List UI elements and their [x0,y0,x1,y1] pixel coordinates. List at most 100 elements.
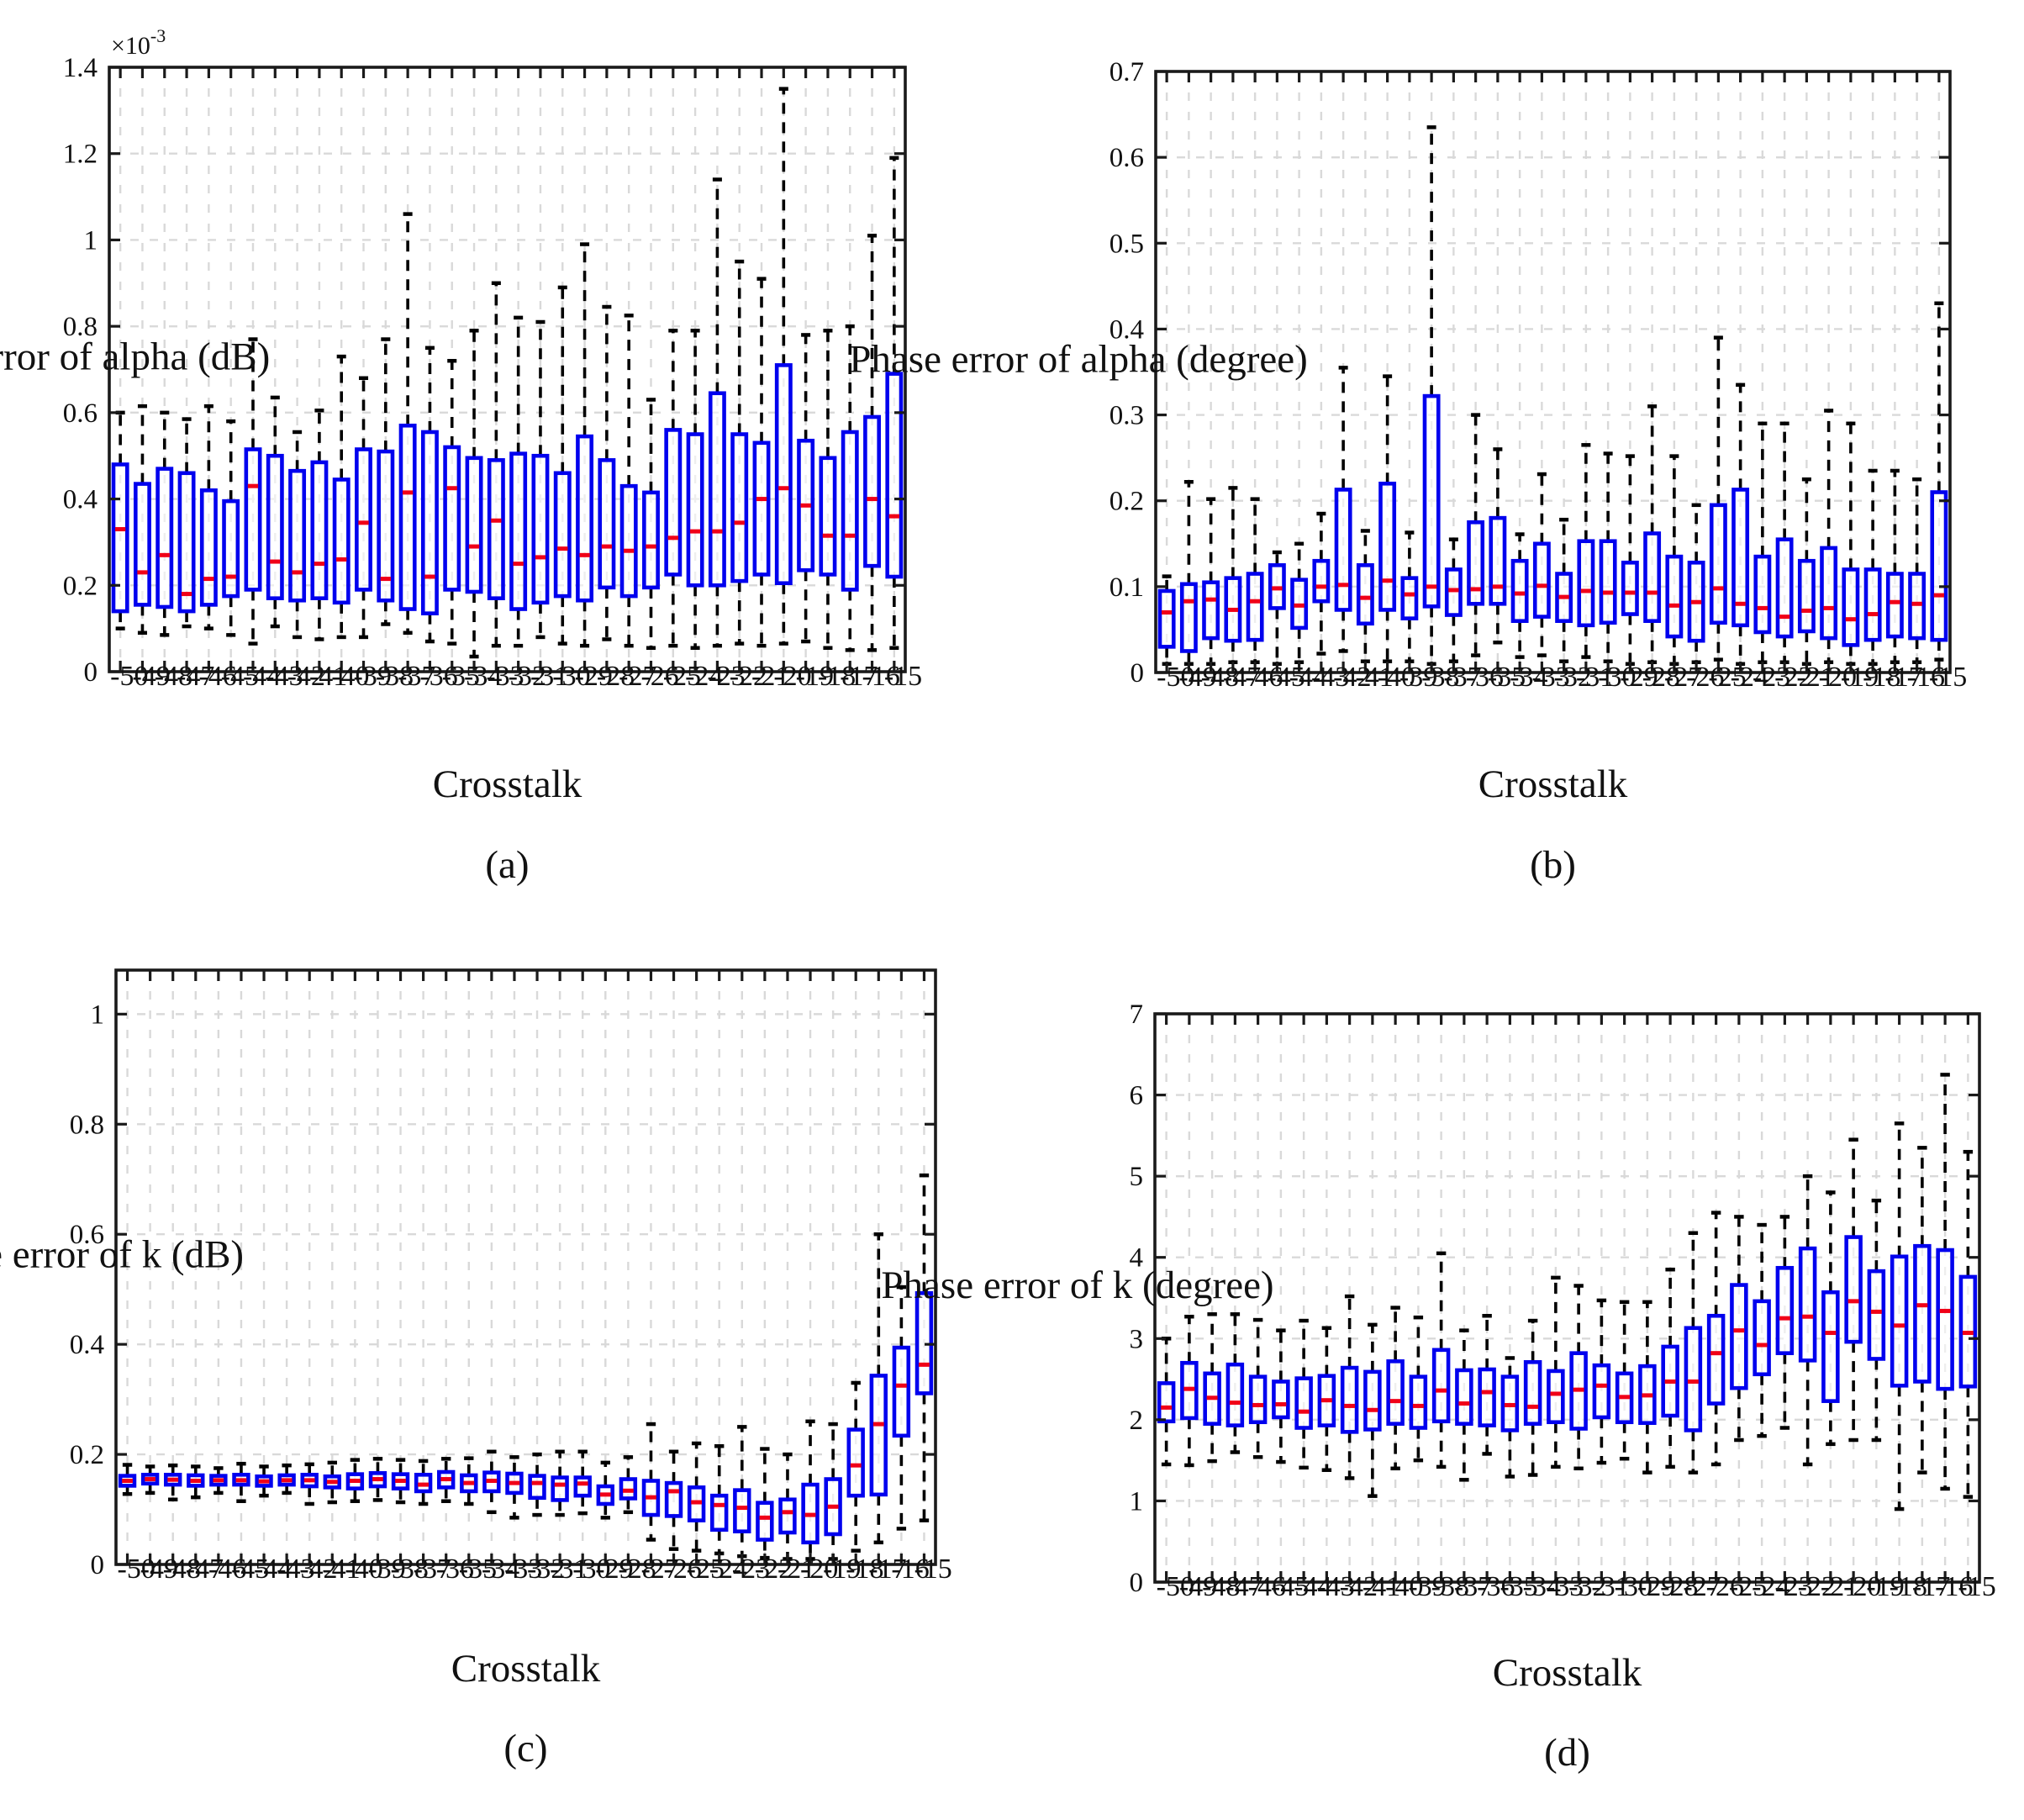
box-c--18 [846,1380,865,1553]
x-tick-label: -41 [309,661,347,692]
iqr-box [465,456,483,594]
iqr-box [1592,1363,1611,1420]
box-a--30 [553,285,572,646]
gridlines [1157,1012,1978,1580]
x-tick-label: -42 [287,661,325,692]
x-tick-label: -50 [1157,1571,1194,1602]
iqr-box [1908,572,1926,641]
iqr-box [420,430,439,615]
iqr-box [1665,554,1684,639]
box-b--17 [1885,468,1904,664]
iqr-box [642,490,660,590]
box-a--27 [619,314,638,648]
box-d--27 [1684,1231,1703,1474]
x-tick-label: -21 [777,1554,815,1585]
iqr-box [778,1497,797,1535]
y-axis-label: Amplitude error of alpha (dB) [0,335,270,379]
x-tick-label: -39 [1408,1571,1446,1602]
iqr-box [1867,1269,1886,1361]
x-tick-label: -50 [1157,662,1194,693]
x-tick-label: -49 [1179,1571,1217,1602]
box-b--49 [1179,479,1198,667]
iqr-box [1890,1254,1909,1388]
iqr-box [733,1488,751,1534]
x-tick-label: -37 [398,661,435,692]
iqr-box [398,423,417,611]
y-tick-label: 0.4 [1110,314,1144,345]
x-tick-label: -34 [1510,662,1547,693]
box-a--44 [244,337,262,646]
x-tick-label: -46 [208,1554,246,1585]
x-tick-label: -39 [367,1554,405,1585]
x-tick-label: -30 [552,661,590,692]
box-a--39 [355,376,372,640]
iqr-box [752,440,771,577]
box-a--50 [111,410,129,630]
x-tick-label: -34 [1523,1571,1561,1602]
x-tick-label: -40 [1378,662,1415,693]
box-b--26 [1687,503,1705,664]
x-tick-label: -17 [868,1554,906,1585]
iqr-box [111,462,129,614]
panel-c: 00.20.40.60.81-50-49-48-47-46-45-44-43-4… [0,968,952,1770]
x-tick-label: -23 [707,661,745,692]
iqr-box [1842,567,1860,647]
x-tick-label: -27 [619,661,656,692]
iqr-box [177,471,196,614]
axes [1153,1012,1981,1584]
x-tick-label: -41 [1355,662,1393,693]
x-tick-label: -18 [1863,662,1900,693]
y-tick-label: 0.7 [1110,57,1144,87]
iqr-box [377,449,395,603]
iqr-box [1422,393,1441,609]
box-b--33 [1532,472,1551,657]
x-tick-label: -44 [1289,662,1327,693]
box-b--31 [1577,443,1595,659]
box-d--47 [1225,1312,1245,1454]
box-d--50 [1157,1337,1176,1467]
x-tick-label: -28 [1660,1571,1698,1602]
y-tick-label: 2 [1130,1406,1144,1436]
y-tick-label: 3 [1130,1324,1144,1354]
x-tick-label: -27 [1683,1571,1721,1602]
x-tick-label: -39 [354,661,392,692]
x-tick-label: -32 [1554,662,1592,693]
box-a--32 [509,315,528,648]
box-b--37 [1444,537,1463,663]
iqr-box [528,1474,546,1501]
iqr-box [1577,539,1595,628]
box-d--42 [1340,1294,1359,1480]
box-c--41 [323,1460,341,1505]
box-a--33 [487,281,505,648]
box-b--18 [1863,468,1882,667]
iqr-box [1312,558,1331,604]
y-axis-multiplier: ×10-3 [111,25,166,60]
iqr-box [244,447,262,592]
x-tick-label: -29 [595,1554,633,1585]
x-tick-label: -34 [464,661,502,692]
y-tick-label: 0.2 [70,1440,104,1470]
box-a--20 [774,87,793,646]
y-tick-label: 5 [1130,1162,1144,1192]
box-c--32 [528,1452,546,1517]
panel-d: 0 1 2 3 4 5 6 7 -50-49-48-47-46-45-44-43-42-41-4… [881,1000,1995,1775]
iqr-box [1467,520,1485,606]
x-tick-label: -19 [1841,662,1879,693]
x-tick-label: -25 [1729,1571,1767,1602]
box-a--40 [332,354,351,640]
box-c--25 [687,1441,706,1553]
y-tick-label: 0 [1131,658,1145,688]
iqr-box [576,434,594,603]
x-tick-label: -41 [1363,1571,1400,1602]
y-tick-label: 0.6 [70,1220,104,1250]
iqr-box [1844,1235,1863,1344]
x-tick-label: -27 [1664,662,1702,693]
box-c--19 [824,1422,842,1561]
y-tick-label: 1.4 [63,53,98,83]
x-tick-label: -17 [1912,1571,1950,1602]
iqr-box [1863,567,1882,642]
iqr-box [573,1475,592,1498]
x-tick-label: -31 [1576,662,1614,693]
box-a--22 [730,259,749,646]
box-d--44 [1294,1318,1313,1470]
